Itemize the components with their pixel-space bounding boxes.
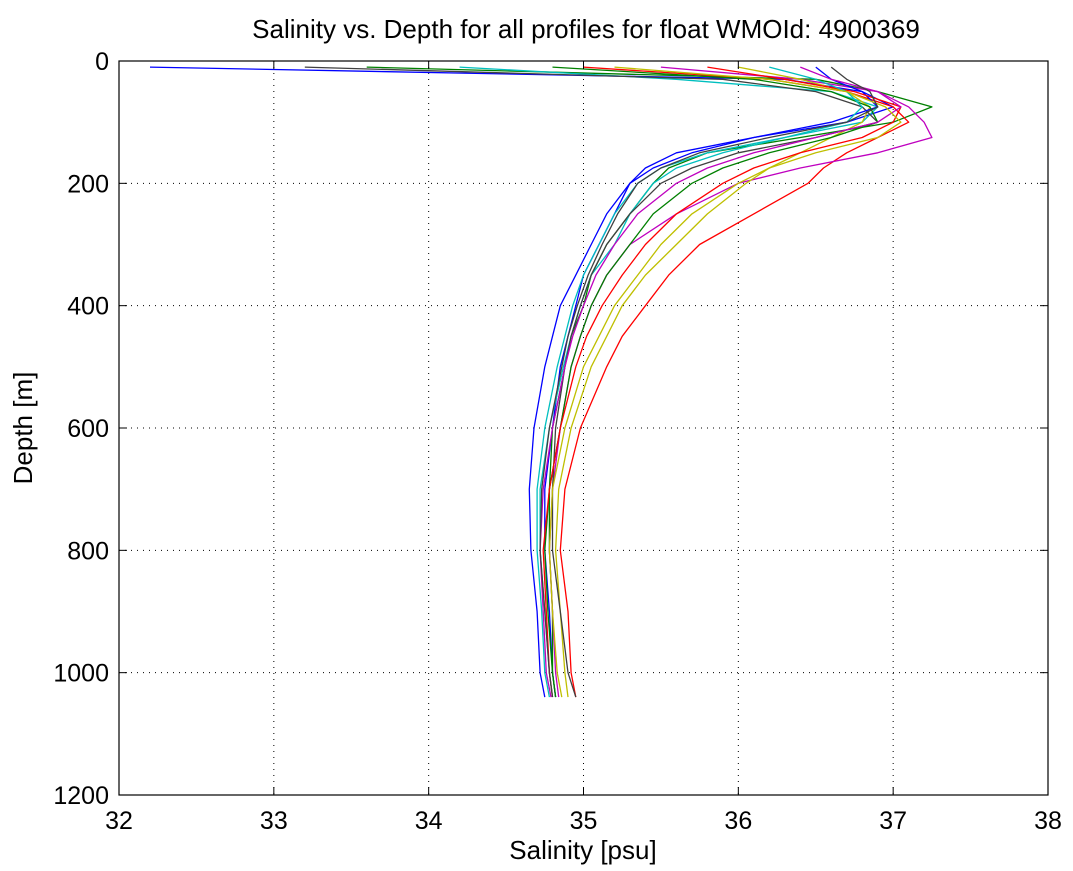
x-axis-title: Salinity [psu]: [509, 835, 656, 865]
profile-lines: [149, 66, 933, 698]
profile-line: [539, 66, 879, 698]
profile-line: [548, 66, 902, 698]
grid-lines: [119, 61, 1048, 795]
x-tick-label: 33: [260, 807, 288, 835]
y-axis-title: Depth [m]: [8, 372, 38, 485]
profile-line: [544, 66, 879, 698]
x-tick-label: 34: [415, 807, 443, 835]
profile-line: [536, 66, 863, 698]
y-tick-label: 0: [95, 48, 109, 76]
y-tick-label: 400: [67, 293, 109, 321]
x-tick-label: 35: [570, 807, 598, 835]
y-tick-label: 1000: [53, 660, 109, 688]
x-tick-label: 38: [1034, 807, 1062, 835]
x-axis-tick-labels: 32 33 34 35 36 37 38: [105, 807, 1062, 835]
x-tick-label: 32: [105, 807, 133, 835]
axis-ticks: [118, 60, 1049, 796]
y-tick-label: 800: [67, 537, 109, 565]
profile-line: [542, 66, 902, 698]
y-tick-label: 1200: [53, 782, 109, 810]
x-tick-label: 37: [879, 807, 907, 835]
chart-title: Salinity vs. Depth for all profiles for …: [252, 14, 920, 44]
y-tick-label: 600: [67, 415, 109, 443]
profile-line: [528, 66, 879, 698]
y-axis-tick-labels: 0 200 400 600 800 1000 1200: [53, 48, 109, 810]
y-tick-label: 200: [67, 170, 109, 198]
x-tick-label: 36: [724, 807, 752, 835]
